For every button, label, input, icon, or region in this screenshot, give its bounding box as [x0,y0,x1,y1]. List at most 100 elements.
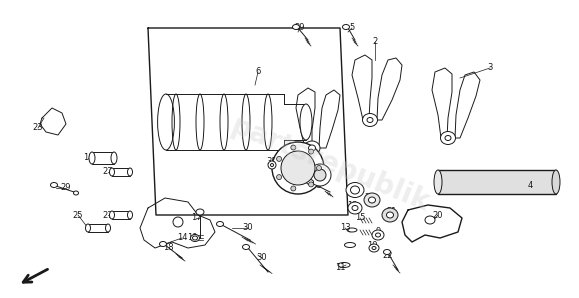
Ellipse shape [127,168,133,176]
Polygon shape [455,72,480,138]
Text: 6: 6 [255,68,261,77]
Ellipse shape [309,149,314,154]
Ellipse shape [346,182,364,198]
Ellipse shape [368,197,376,203]
Text: 26: 26 [293,158,303,167]
Text: 29: 29 [295,24,305,32]
Ellipse shape [441,131,456,145]
Ellipse shape [277,156,281,162]
Text: 4: 4 [527,181,533,190]
Text: 20: 20 [433,210,444,220]
Text: 9: 9 [375,227,380,237]
Text: 13: 13 [340,224,350,232]
Text: 14: 14 [177,234,187,243]
Text: 17: 17 [190,213,201,223]
Text: 15: 15 [355,213,365,223]
Text: partsrepublik: partsrepublik [226,112,434,218]
Text: 30: 30 [256,254,267,263]
Ellipse shape [367,117,373,122]
Ellipse shape [314,169,326,181]
Ellipse shape [300,104,312,140]
Ellipse shape [352,206,358,210]
Ellipse shape [74,191,79,195]
Bar [88,224,108,232]
Text: 12: 12 [347,201,357,209]
Polygon shape [377,58,402,120]
Ellipse shape [268,161,276,169]
Ellipse shape [270,164,273,167]
Bar [438,170,556,194]
Text: 28: 28 [365,193,375,203]
Ellipse shape [343,24,350,30]
Ellipse shape [304,141,320,155]
Ellipse shape [190,235,200,241]
Ellipse shape [372,246,376,249]
Text: 11: 11 [335,263,345,272]
Ellipse shape [173,217,183,227]
Ellipse shape [127,211,133,219]
Ellipse shape [362,114,378,126]
Ellipse shape [364,193,380,207]
Ellipse shape [89,152,95,164]
Bar [92,152,114,164]
Ellipse shape [552,170,560,194]
Text: 27: 27 [102,167,113,176]
Ellipse shape [243,244,250,249]
Ellipse shape [192,236,197,240]
Text: 19: 19 [187,234,197,243]
Text: 1: 1 [302,144,307,153]
Ellipse shape [159,241,167,246]
Ellipse shape [387,212,394,218]
Ellipse shape [217,221,223,226]
Text: 31: 31 [267,158,277,167]
Ellipse shape [309,145,316,151]
Ellipse shape [425,216,435,224]
Polygon shape [352,55,372,120]
Ellipse shape [376,233,380,237]
Ellipse shape [277,175,281,180]
Ellipse shape [281,151,315,185]
Text: 25: 25 [73,210,83,220]
Text: 16: 16 [83,153,93,162]
Ellipse shape [105,224,111,232]
Ellipse shape [292,24,299,30]
Polygon shape [140,198,215,248]
Polygon shape [40,108,66,135]
Bar [112,168,130,176]
Ellipse shape [196,209,204,215]
Ellipse shape [445,136,451,140]
Polygon shape [432,68,452,138]
Text: 29: 29 [61,184,71,193]
Text: 27: 27 [102,210,113,220]
Text: 5: 5 [349,24,354,32]
Ellipse shape [109,211,115,219]
Polygon shape [402,205,462,242]
Text: 24: 24 [350,184,360,193]
Ellipse shape [109,168,115,176]
Ellipse shape [86,224,90,232]
Ellipse shape [306,179,313,184]
Ellipse shape [434,170,442,194]
Text: 30: 30 [243,224,254,232]
Ellipse shape [309,182,314,187]
Ellipse shape [350,186,360,194]
Ellipse shape [348,202,362,214]
Ellipse shape [50,182,57,187]
Text: 18: 18 [163,243,173,252]
Ellipse shape [382,208,398,222]
Ellipse shape [157,94,174,150]
Ellipse shape [291,145,296,150]
Text: 21: 21 [387,207,397,217]
Ellipse shape [272,142,324,194]
Text: 10: 10 [367,240,378,249]
Text: 2: 2 [372,38,378,46]
Text: 7: 7 [307,164,313,173]
Ellipse shape [291,186,296,191]
Bar [112,211,130,219]
Ellipse shape [369,244,379,252]
Ellipse shape [383,249,390,254]
Polygon shape [319,90,340,148]
Ellipse shape [309,164,331,186]
Text: 8: 8 [316,181,321,190]
Text: 3: 3 [488,63,493,72]
